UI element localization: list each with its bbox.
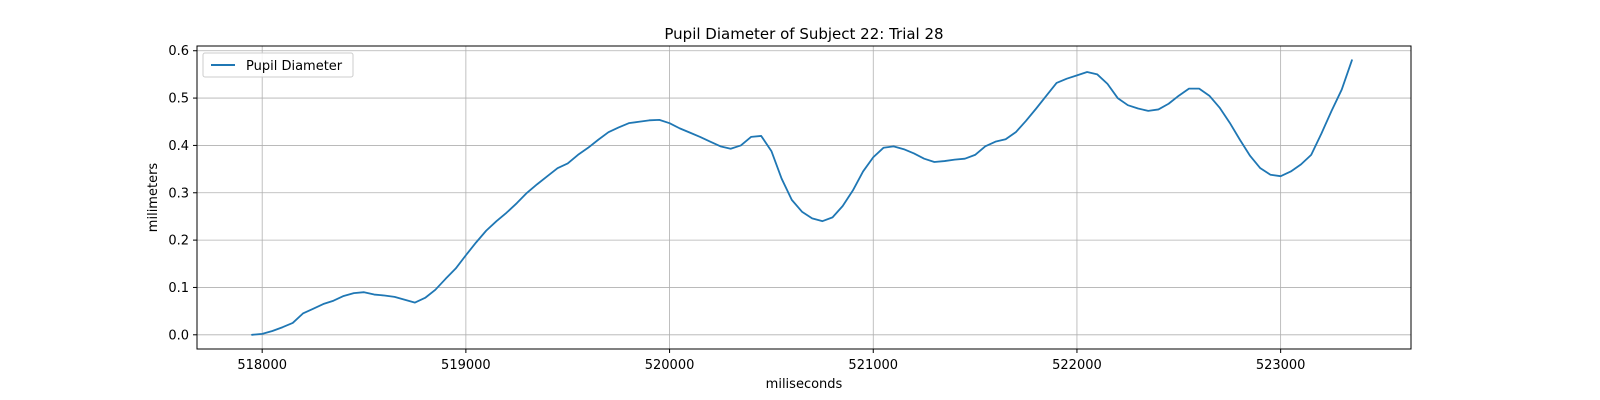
x-tick-label: 520000: [645, 358, 695, 373]
x-tick-label: 522000: [1052, 358, 1102, 373]
y-tick-label: 0.5: [168, 92, 189, 107]
x-tick-label: 518000: [237, 358, 287, 373]
chart-title: Pupil Diameter of Subject 22: Trial 28: [664, 25, 943, 43]
x-tick-label: 523000: [1256, 358, 1306, 373]
y-tick-label: 0.6: [168, 44, 189, 59]
y-tick-label: 0.0: [168, 328, 189, 343]
plot-frame: [197, 46, 1411, 349]
x-axis-label: miliseconds: [766, 377, 843, 392]
y-axis-label: milimeters: [146, 163, 161, 233]
series-line: [252, 60, 1352, 335]
tick-layer: 518000 519000 520000 521000 522000 523000 0.0 0…: [168, 44, 1305, 373]
x-tick-label: 519000: [441, 358, 491, 373]
legend-label: Pupil Diameter: [246, 59, 343, 74]
y-tick-label: 0.4: [168, 139, 189, 154]
y-tick-label: 0.2: [168, 234, 189, 249]
grid-layer: [197, 46, 1411, 349]
legend: Pupil Diameter: [203, 53, 353, 77]
y-tick-label: 0.3: [168, 186, 189, 201]
y-tick-label: 0.1: [168, 281, 189, 296]
series-layer: [252, 60, 1352, 335]
x-tick-label: 521000: [848, 358, 898, 373]
